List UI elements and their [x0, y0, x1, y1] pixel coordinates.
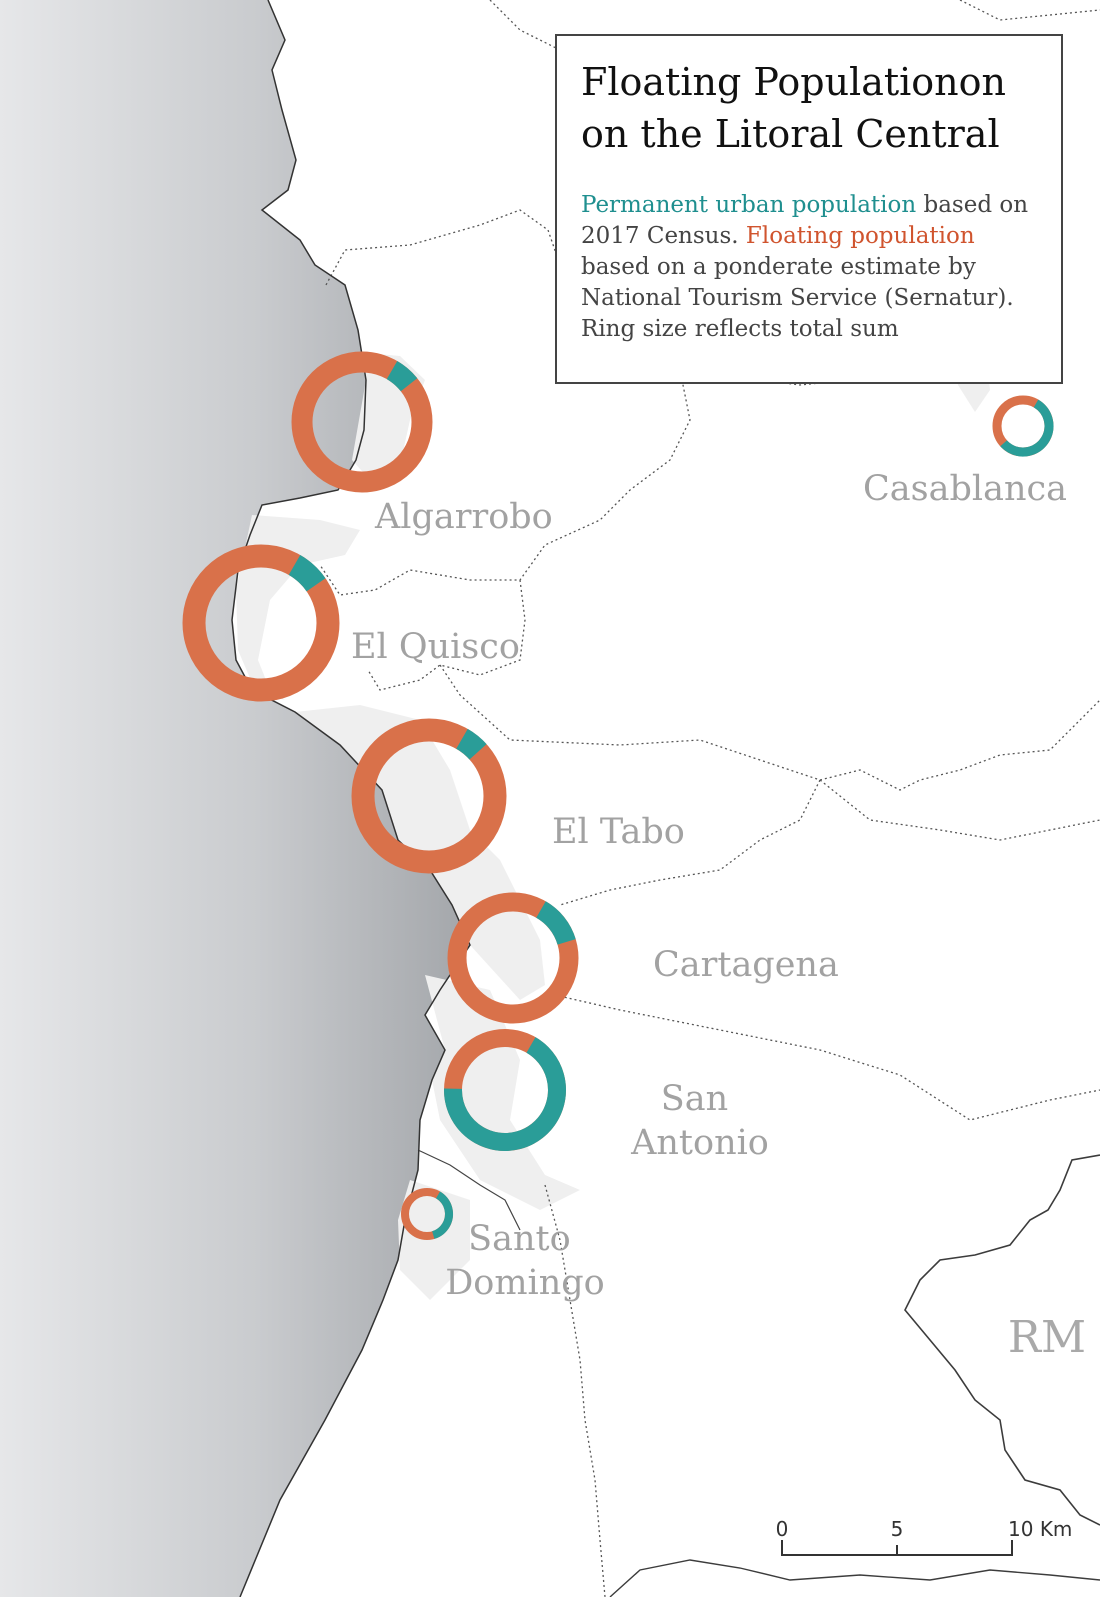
legend-title-line-2: on the Litoral Central: [581, 112, 1000, 156]
legend-box: Floating Populationon on the Litoral Cen…: [555, 34, 1063, 384]
region-boundary: [904, 1154, 1100, 1526]
ring-permanent-segment: [992, 395, 1054, 457]
legend-title: Floating Populationon on the Litoral Cen…: [581, 56, 1037, 160]
label-algarrobo: Algarrobo: [374, 497, 553, 537]
ring-algarrobo: [291, 351, 433, 493]
ring-el-quisco: [182, 544, 340, 702]
label-el-quisco: El Quisco: [351, 627, 520, 667]
southern-boundary: [609, 1559, 1100, 1597]
ring-cartagena: [447, 892, 579, 1024]
coastline: [231, 0, 471, 1597]
ring-san-antonio: [444, 1029, 566, 1151]
legend-floating-label: Floating population: [745, 223, 975, 249]
scale-tick-10: 10 Km: [1008, 1517, 1072, 1541]
sea-area: [0, 0, 470, 1597]
label-region-rm: RM: [1008, 1312, 1086, 1363]
ring-floating-segment: [291, 351, 433, 493]
ring-permanent-segment: [351, 718, 507, 874]
legend-text-part-1: based on 2017 Census.: [581, 192, 1029, 249]
ring-el-tabo: [351, 718, 507, 874]
ring-santo-domingo: [401, 1188, 453, 1240]
ring-floating-segment: [351, 718, 507, 874]
label-santo-domingo: Santo Domingo: [445, 1219, 605, 1303]
legend-description: Permanent urban population based on 2017…: [581, 190, 1037, 345]
scale-tick-0: 0: [776, 1517, 789, 1541]
legend-text-part-2: based on a ponderate estimate by Nationa…: [581, 254, 1014, 342]
label-cartagena: Cartagena: [653, 945, 839, 985]
ring-casablanca: [992, 395, 1054, 457]
ring-floating-segment: [447, 892, 579, 1024]
ring-permanent-segment: [182, 544, 340, 702]
label-san-antonio: San Antonio: [630, 1079, 769, 1163]
ring-floating-segment: [182, 544, 340, 702]
scale-tick-5: 5: [891, 1517, 904, 1541]
ring-permanent-segment: [447, 892, 579, 1024]
legend-title-line-1: Floating Populationon: [581, 60, 1006, 104]
label-casablanca: Casablanca: [863, 469, 1067, 509]
river: [417, 1149, 521, 1231]
legend-permanent-label: Permanent urban population: [581, 192, 917, 218]
scale-bar: 0 5 10 Km: [776, 1517, 1072, 1556]
ring-permanent-segment: [444, 1029, 566, 1151]
scale-bar-line: [781, 1540, 1013, 1556]
label-el-tabo: El Tabo: [552, 812, 685, 852]
ring-permanent-segment: [291, 351, 433, 493]
ring-permanent-segment: [401, 1188, 453, 1240]
